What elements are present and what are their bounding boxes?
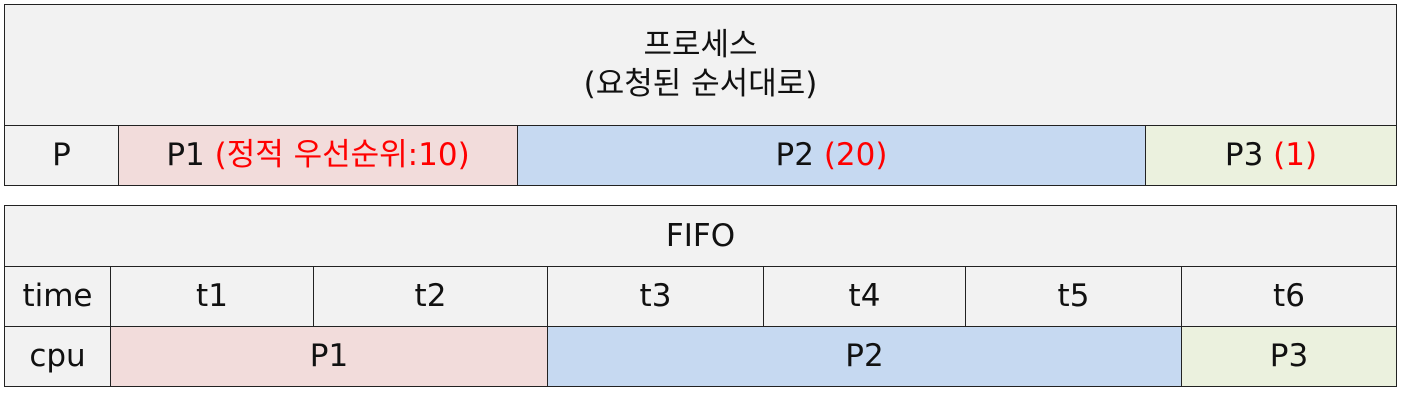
cpu-slot-p1-text: P1	[309, 338, 349, 375]
cpu-row-label: cpu	[4, 326, 111, 387]
time-cell-t4-text: t4	[848, 278, 881, 315]
process-header-title: 프로세스	[643, 27, 758, 64]
time-cell-t1-text: t1	[196, 278, 228, 315]
fifo-title: FIFO	[4, 205, 1397, 267]
time-cell-t2: t2	[313, 266, 548, 327]
process-p3-priority: (1)	[1273, 137, 1318, 174]
process-p1-name: P1	[166, 137, 205, 174]
time-row-label-text: time	[22, 278, 93, 315]
time-cell-t3-text: t3	[639, 278, 672, 315]
time-row-label: time	[4, 266, 111, 327]
time-cell-t5-text: t5	[1057, 278, 1090, 315]
process-header-subtitle: (요청된 순서대로)	[583, 66, 818, 102]
process-p1-priority: (정적 우선순위:10)	[214, 137, 470, 174]
process-p2: P2 (20)	[517, 125, 1146, 186]
time-cell-t1: t1	[110, 266, 314, 327]
process-row-label-text: P	[52, 137, 71, 174]
cpu-slot-p2: P2	[547, 326, 1182, 387]
fifo-title-text: FIFO	[665, 217, 736, 254]
process-header: 프로세스 (요청된 순서대로)	[4, 4, 1397, 126]
cpu-slot-p3-text: P3	[1269, 338, 1309, 375]
cpu-row-label-text: cpu	[29, 338, 86, 375]
process-p2-name: P2	[775, 137, 814, 174]
time-cell-t2-text: t2	[414, 278, 447, 315]
time-cell-t4: t4	[763, 266, 966, 327]
time-cell-t5: t5	[965, 266, 1182, 327]
time-cell-t6-text: t6	[1273, 278, 1305, 315]
process-p1: P1 (정적 우선순위:10)	[118, 125, 518, 186]
cpu-slot-p3: P3	[1181, 326, 1397, 387]
process-row-label: P	[4, 125, 119, 186]
process-p3: P3 (1)	[1145, 125, 1397, 186]
cpu-slot-p2-text: P2	[845, 338, 884, 375]
time-cell-t6: t6	[1181, 266, 1397, 327]
cpu-slot-p1: P1	[110, 326, 548, 387]
process-p2-priority: (20)	[823, 137, 888, 174]
time-cell-t3: t3	[547, 266, 764, 327]
process-p3-name: P3	[1224, 137, 1264, 174]
